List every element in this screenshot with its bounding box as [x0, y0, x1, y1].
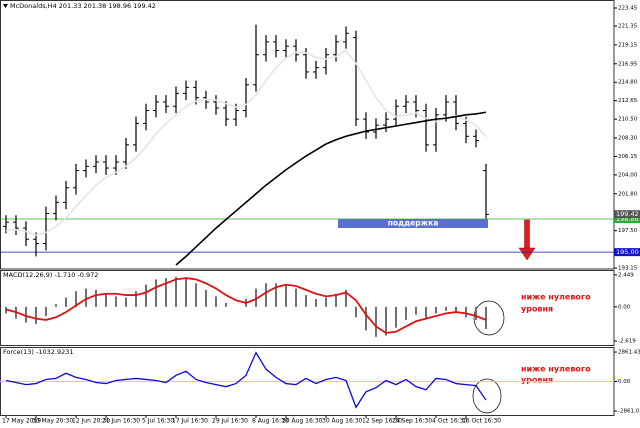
price-label: 199.42 — [616, 210, 639, 218]
x-tick-label: 4 Oct 16:30 — [432, 418, 467, 425]
annotation: уровня — [521, 376, 553, 385]
y-tick-label: 208.30 — [618, 136, 638, 142]
y-tick-label: 223.45 — [618, 6, 638, 12]
x-tick-label: 30 Aug 16:30 — [322, 418, 363, 425]
support-label: поддержка — [388, 219, 439, 228]
y-tick-label: 201.80 — [618, 191, 638, 197]
y-tick-label: 219.15 — [618, 42, 638, 48]
y-tick-label: -2861.03 — [618, 408, 640, 414]
level-box — [614, 248, 640, 257]
y-tick-label: 0.00 — [618, 304, 631, 310]
x-tick-label: 12 Sep 16:30 — [362, 418, 402, 425]
macd-title: MACD(12,26,9) -1.710 -0.972 — [3, 271, 98, 279]
x-tick-label: 30 May 20:30 — [32, 418, 73, 425]
arrow-shaft — [524, 219, 530, 250]
annotation: ниже нулевого — [521, 293, 591, 302]
annotation: ниже нулевого — [521, 365, 591, 374]
x-tick-label: 20 Aug 16:30 — [282, 418, 323, 425]
arrow-head — [518, 247, 536, 261]
y-tick-label: 204.00 — [618, 172, 638, 178]
y-tick-label: 2861.433 — [618, 350, 640, 356]
x-tick-label: 21 Jun 16:30 — [102, 418, 140, 425]
line — [5, 351, 487, 409]
level-box — [614, 215, 640, 224]
x-tick-label: 16 Oct 16:30 — [462, 418, 501, 425]
x-tick-label: 24 Sep 16:30 — [392, 418, 432, 425]
highlight-circle — [472, 378, 502, 414]
x-tick-label: 8 Aug 16:30 — [252, 418, 289, 425]
x-tick-label: 12 Jun 20:30 — [72, 418, 110, 425]
force-title: Force(13) -1032.9231 — [3, 348, 74, 356]
y-tick-label: 197.50 — [618, 228, 638, 234]
y-tick-label: 214.80 — [618, 80, 638, 86]
x-tick-label: 5 Jul 16:30 — [142, 418, 174, 425]
price-box — [614, 210, 640, 219]
support-box — [338, 219, 488, 228]
y-tick-label: 206.15 — [618, 154, 638, 160]
y-tick-label: 2.449 — [618, 272, 634, 278]
y-tick-label: 212.65 — [618, 98, 638, 104]
y-tick-label: -2.619 — [618, 339, 636, 345]
y-tick-label: 221.35 — [618, 24, 638, 30]
line — [5, 277, 487, 334]
y-tick-label: 193.15 — [618, 266, 638, 272]
highlight-circle — [473, 300, 505, 336]
level-label: 195.00 — [616, 248, 639, 256]
x-tick-label: 29 Jul 16:30 — [212, 418, 248, 425]
x-tick-label: 17 Jul 16:30 — [172, 418, 208, 425]
level-label: 198.86 — [616, 215, 639, 223]
y-tick-label: 0.00 — [618, 379, 631, 385]
line — [5, 49, 487, 236]
y-tick-label: 216.95 — [618, 61, 638, 67]
line — [175, 111, 487, 266]
menu-triangle — [3, 4, 8, 8]
main-title: McDonalds,H4 201.33 201.38 198.96 199.42 — [10, 2, 156, 10]
x-tick-label: 17 May 2019 — [2, 418, 41, 425]
y-tick-label: 210.50 — [618, 117, 638, 123]
annotation: уровня — [521, 305, 553, 314]
